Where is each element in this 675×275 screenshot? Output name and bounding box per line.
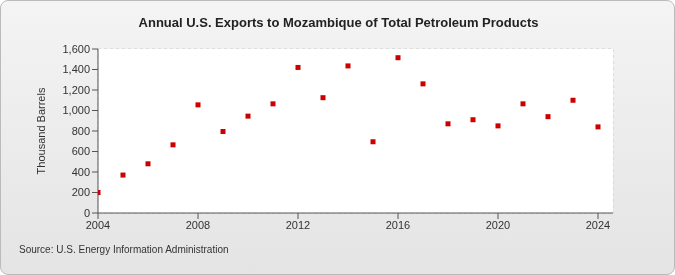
svg-text:2024: 2024 xyxy=(586,219,610,231)
html-text:Annual U.S. Exports to Mozambi: Annual U.S. Exports to Mozambique of Tot… xyxy=(138,15,539,30)
svg-text:2016: 2016 xyxy=(386,219,410,231)
svg-text:1,600: 1,600 xyxy=(62,43,90,55)
svg-text:1,000: 1,000 xyxy=(62,104,90,116)
svg-text:2004: 2004 xyxy=(86,219,110,231)
svg-text:2020: 2020 xyxy=(486,219,510,231)
html-text:Source: U.S. Energy Informatio: Source: U.S. Energy Information Administ… xyxy=(19,244,229,255)
svg-text:600: 600 xyxy=(72,145,90,157)
svg-text:2008: 2008 xyxy=(186,219,210,231)
svg-text:1,400: 1,400 xyxy=(62,63,90,75)
svg-text:400: 400 xyxy=(72,166,90,178)
svg-text:800: 800 xyxy=(72,125,90,137)
svg-text:Thousand Barrels: Thousand Barrels xyxy=(35,87,47,174)
svg-text:0: 0 xyxy=(84,207,90,219)
svg-text:1,200: 1,200 xyxy=(62,84,90,96)
svg-text:200: 200 xyxy=(72,186,90,198)
svg-text:2012: 2012 xyxy=(286,219,310,231)
